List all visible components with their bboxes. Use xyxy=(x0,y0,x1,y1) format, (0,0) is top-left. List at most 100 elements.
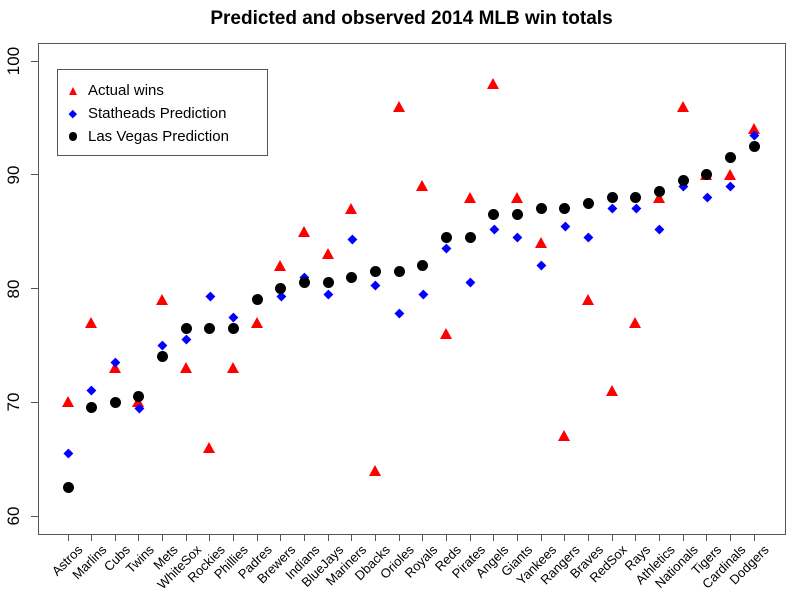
point-actual-Yankees xyxy=(534,237,547,248)
x-axis-tick xyxy=(564,534,566,541)
x-axis-tick xyxy=(233,534,235,541)
point-vegas-RedSox xyxy=(606,192,618,203)
y-tick-label-100: 100 xyxy=(4,46,23,76)
x-axis-tick xyxy=(635,534,637,541)
point-vegas-Marlins xyxy=(86,402,98,414)
x-axis-tick xyxy=(185,534,187,541)
x-axis-tick xyxy=(114,534,116,541)
point-vegas-Mets xyxy=(157,351,169,363)
x-axis-tick xyxy=(517,534,519,541)
point-vegas-Dbacks xyxy=(370,265,382,277)
y-tick-label-60: 60 xyxy=(4,506,23,526)
point-vegas-Reds xyxy=(441,231,453,243)
circle-marker-icon xyxy=(58,132,88,141)
point-actual-Giants xyxy=(511,191,524,203)
x-axis-tick xyxy=(256,534,258,541)
x-axis-tick xyxy=(327,534,329,541)
point-vegas-Astros xyxy=(62,482,74,494)
legend-label-statheads-prediction: Statheads Prediction xyxy=(88,105,227,122)
point-actual-Nationals xyxy=(676,100,689,112)
y-tick-label-90: 90 xyxy=(4,165,23,185)
legend-item-las-vegas-prediction: Las Vegas Prediction xyxy=(58,125,267,148)
point-vegas-Cardinals xyxy=(725,152,737,164)
legend-item-actual-wins: Actual wins xyxy=(58,79,267,102)
point-vegas-Orioles xyxy=(393,265,405,277)
point-actual-Reds xyxy=(440,328,453,339)
point-actual-Pirates xyxy=(463,191,476,203)
point-actual-Orioles xyxy=(392,100,405,112)
point-vegas-Angels xyxy=(488,209,500,221)
point-vegas-Giants xyxy=(512,209,524,221)
point-vegas-Brewers xyxy=(275,283,287,294)
x-axis-tick xyxy=(67,534,69,541)
point-vegas-Tigers xyxy=(701,169,713,181)
point-actual-Brewers xyxy=(274,259,287,271)
point-actual-Mariners xyxy=(345,202,358,214)
point-actual-Royals xyxy=(416,180,429,192)
point-vegas-Braves xyxy=(583,197,595,209)
point-actual-WhiteSox xyxy=(179,362,192,374)
legend-label-las-vegas-prediction: Las Vegas Prediction xyxy=(88,128,229,145)
diamond-marker-icon xyxy=(58,109,88,118)
x-axis-tick xyxy=(753,534,755,541)
point-vegas-Rays xyxy=(630,192,642,203)
x-axis-tick xyxy=(659,534,661,541)
point-actual-Phillies xyxy=(227,362,240,374)
x-axis-tick xyxy=(91,534,93,541)
point-vegas-BlueJays xyxy=(322,277,334,289)
x-axis-tick xyxy=(682,534,684,541)
point-vegas-Indians xyxy=(299,277,311,289)
y-axis-tick xyxy=(31,288,38,289)
point-actual-Astros xyxy=(61,396,74,408)
point-vegas-Yankees xyxy=(535,203,547,215)
point-actual-Padres xyxy=(250,316,263,328)
triangle-marker-icon xyxy=(58,86,88,95)
x-axis-tick xyxy=(588,534,590,541)
x-axis-tick xyxy=(540,534,542,541)
x-axis-tick xyxy=(304,534,306,541)
x-axis-tick xyxy=(493,534,495,541)
x-axis-tick xyxy=(446,534,448,541)
point-vegas-Mariners xyxy=(346,271,358,283)
y-axis-tick xyxy=(31,174,38,176)
point-actual-Rays xyxy=(629,316,642,328)
point-actual-Cubs xyxy=(108,362,121,374)
x-axis-tick xyxy=(162,534,164,541)
y-tick-label-70: 70 xyxy=(4,392,23,412)
point-actual-Rockies xyxy=(203,441,216,453)
x-axis-tick xyxy=(469,534,471,541)
point-actual-Angels xyxy=(487,77,500,89)
x-axis-tick xyxy=(351,534,353,541)
point-vegas-Pirates xyxy=(464,231,476,243)
x-axis-tick xyxy=(611,534,613,541)
legend-item-statheads-prediction: Statheads Prediction xyxy=(58,102,267,125)
chart-title: Predicted and observed 2014 MLB win tota… xyxy=(210,8,613,29)
x-axis-tick xyxy=(398,534,400,541)
legend-label-actual-wins: Actual wins xyxy=(88,82,164,99)
y-tick-label-80: 80 xyxy=(4,279,23,298)
point-vegas-Twins xyxy=(133,391,145,403)
point-vegas-Cubs xyxy=(109,396,121,408)
point-vegas-Nationals xyxy=(677,174,689,186)
y-axis-tick xyxy=(31,401,38,403)
x-axis-tick xyxy=(138,534,140,541)
point-actual-Braves xyxy=(582,293,595,305)
y-axis-tick xyxy=(31,60,38,62)
point-vegas-Padres xyxy=(251,294,263,306)
x-axis-tick xyxy=(730,534,732,541)
point-actual-Marlins xyxy=(85,316,98,328)
x-axis-tick xyxy=(706,534,708,541)
point-vegas-Royals xyxy=(417,260,429,272)
x-axis-tick xyxy=(422,534,424,541)
point-actual-Cardinals xyxy=(724,168,737,180)
point-vegas-Rockies xyxy=(204,322,216,334)
point-actual-BlueJays xyxy=(321,248,334,260)
point-actual-Indians xyxy=(298,225,311,237)
legend: Actual wins Statheads Prediction Las Veg… xyxy=(57,69,268,156)
point-actual-Dodgers xyxy=(747,123,760,135)
x-axis-tick xyxy=(209,534,211,541)
point-actual-Rangers xyxy=(558,430,571,442)
point-vegas-Dodgers xyxy=(748,140,760,152)
point-vegas-Phillies xyxy=(228,322,240,334)
